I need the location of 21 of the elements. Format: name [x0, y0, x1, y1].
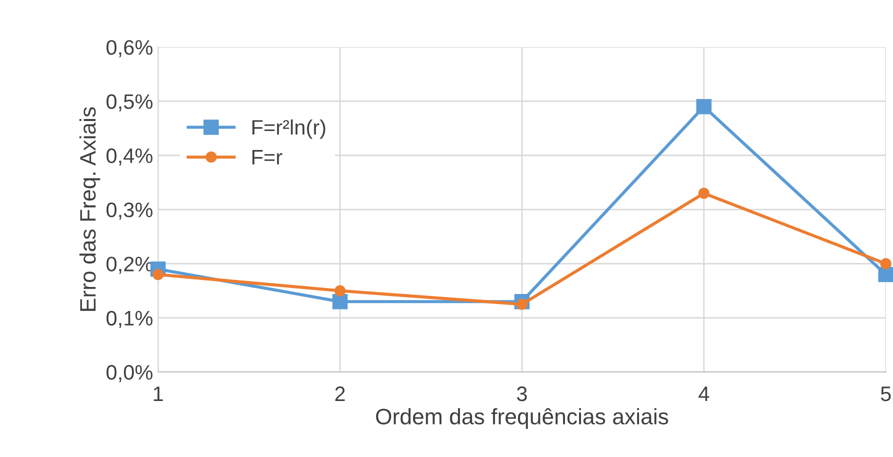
point: [334, 285, 346, 296]
point: [696, 99, 712, 114]
x-tick-label: 5: [880, 386, 891, 402]
point: [332, 294, 348, 310]
x-tick-label: 3: [516, 386, 527, 402]
x-axis-title: Ordem das frequências axiais: [376, 408, 668, 429]
y-tick-label: 0,1%: [106, 310, 152, 328]
y-tick-label: 0,3%: [106, 202, 152, 220]
legend-label: F=r²ln(r): [252, 119, 326, 139]
y-tick-label: 0,5%: [106, 94, 152, 112]
y-axis-title: Erro das Freq. Axiais: [79, 107, 100, 311]
point: [878, 266, 893, 282]
x-tick-label: 4: [698, 386, 710, 401]
y-tick-label: 0,0%: [106, 365, 152, 382]
y-tick-label: 0,6%: [106, 40, 152, 58]
x-tick-label: 2: [335, 386, 345, 401]
y-tick-label: 0,4%: [106, 148, 152, 166]
point: [698, 188, 710, 199]
legend-label: F=r: [252, 150, 282, 164]
point: [880, 258, 892, 270]
x-tick-label: 1: [154, 386, 163, 401]
